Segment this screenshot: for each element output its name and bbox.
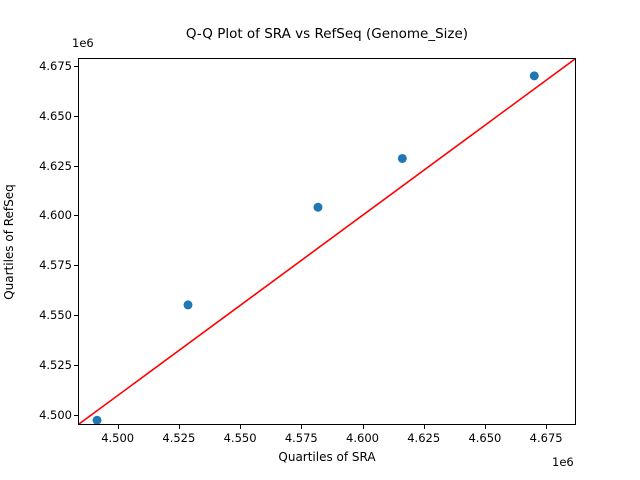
y-axis-offset-text: 1e6 (72, 36, 94, 50)
x-tick-mark (117, 425, 119, 429)
x-tick-mark (362, 425, 364, 429)
scatter-point (529, 71, 539, 81)
x-tick-mark (178, 425, 180, 429)
scatter-point (183, 300, 193, 310)
y-tick-label: 4.500 (39, 407, 72, 422)
plot-canvas (79, 59, 575, 424)
scatter-points-layer (92, 71, 539, 424)
y-axis-label: Quartiles of RefSeq (0, 58, 18, 425)
x-tick-label: 4.625 (407, 431, 441, 445)
x-tick-mark (484, 425, 486, 429)
x-tick-mark (240, 425, 242, 429)
x-axis-offset-text: 1e6 (552, 455, 574, 469)
x-tick-label: 4.675 (529, 431, 563, 445)
y-tick-label: 4.575 (39, 258, 72, 273)
plot-area (78, 58, 576, 425)
x-tick-label: 4.600 (346, 431, 379, 445)
x-tick-label: 4.525 (162, 431, 196, 445)
y-tick-label: 4.675 (39, 58, 72, 73)
y-tick-mark (74, 315, 78, 317)
y-tick-label: 4.625 (39, 158, 72, 173)
scatter-point (397, 153, 407, 163)
x-axis-label: Quartiles of SRA (278, 450, 376, 464)
x-tick-label: 4.650 (468, 431, 502, 445)
x-tick-label: 4.500 (101, 431, 135, 445)
y-tick-mark (74, 364, 78, 366)
y-tick-label: 4.650 (39, 108, 72, 123)
x-tick-mark (423, 425, 425, 429)
x-tick-mark (546, 425, 548, 429)
y-tick-mark (74, 215, 78, 217)
y-tick-label: 4.525 (39, 357, 72, 372)
x-tick-label: 4.550 (223, 431, 257, 445)
y-tick-mark (74, 115, 78, 117)
page-title: Q-Q Plot of SRA vs RefSeq (Genome_Size) (185, 26, 469, 42)
y-tick-mark (74, 165, 78, 167)
reference-line (79, 59, 575, 424)
scatter-point (313, 202, 323, 212)
y-tick-label: 4.550 (39, 308, 72, 323)
y-tick-mark (74, 265, 78, 267)
y-tick-mark (74, 414, 78, 416)
x-tick-label: 4.575 (284, 431, 318, 445)
scatter-point (92, 415, 102, 424)
y-tick-mark (74, 65, 78, 68)
x-tick-mark (301, 425, 303, 429)
y-axis-label-text: Quartiles of RefSeq (2, 183, 17, 300)
y-tick-label: 4.600 (39, 208, 72, 223)
reference-line-layer (79, 59, 575, 424)
